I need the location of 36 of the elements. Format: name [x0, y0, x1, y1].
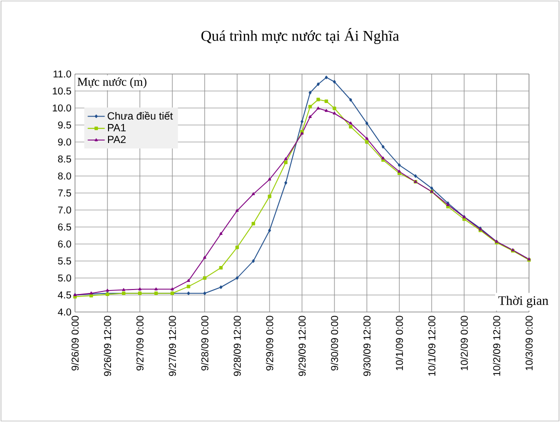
y-tick-label: 6.0 — [58, 240, 72, 248]
y-tick-label: 10.0 — [52, 104, 72, 112]
y-tick-label: 6.5 — [58, 223, 72, 231]
y-tick-label: 11.0 — [54, 70, 72, 78]
x-tick-label: 9/29/09 12:00 — [298, 316, 306, 376]
chart-title: Quá trình mực nước tại Ái Nghĩa — [201, 28, 400, 44]
x-tick-label: 9/30/09 12:00 — [363, 316, 371, 376]
y-tick-label: 8.5 — [58, 155, 72, 163]
x-tick-label: 10/2/09 12:00 — [492, 316, 500, 376]
y-tick-label: 7.0 — [58, 206, 72, 214]
x-tick-label: 9/27/09 0:00 — [136, 316, 144, 370]
x-axis-title: Thời gian — [498, 296, 548, 308]
x-tick-label: 9/29/09 0:00 — [266, 316, 274, 370]
y-axis-title: Mực nước (m) — [78, 77, 146, 88]
y-tick-label: 10.5 — [52, 87, 72, 95]
legend-label: PA2 — [108, 136, 126, 144]
y-tick-label: 4.5 — [58, 292, 72, 298]
x-tick-label: 10/1/09 12:00 — [428, 316, 436, 376]
x-tick-label: 10/1/09 0:00 — [396, 316, 403, 370]
y-tick-label: 5.5 — [58, 258, 72, 264]
y-tick-label: 7.5 — [58, 190, 72, 196]
y-tick-label: 9.0 — [58, 138, 72, 146]
x-tick-label: 9/28/09 12:00 — [233, 316, 241, 376]
y-tick-label: 8.0 — [58, 172, 72, 180]
y-tick-label: 9.5 — [58, 121, 72, 129]
x-tick-label: 10/2/09 0:00 — [460, 316, 468, 370]
x-tick-label: 9/26/09 12:00 — [104, 316, 112, 376]
x-tick-label: 9/28/09 0:00 — [201, 316, 208, 370]
x-tick-label: 9/30/09 0:00 — [330, 316, 338, 370]
x-tick-label: 9/27/09 12:00 — [168, 316, 176, 376]
y-tick-label: 4.0 — [58, 308, 72, 316]
y-tick-label: 5.0 — [58, 274, 72, 282]
legend-label: Chưa điều tiết — [108, 112, 173, 120]
x-tick-label: 9/26/09 0:00 — [71, 316, 79, 370]
legend-label: PA1 — [108, 124, 126, 132]
x-tick-label: 10/3/09 0:00 — [525, 316, 533, 370]
